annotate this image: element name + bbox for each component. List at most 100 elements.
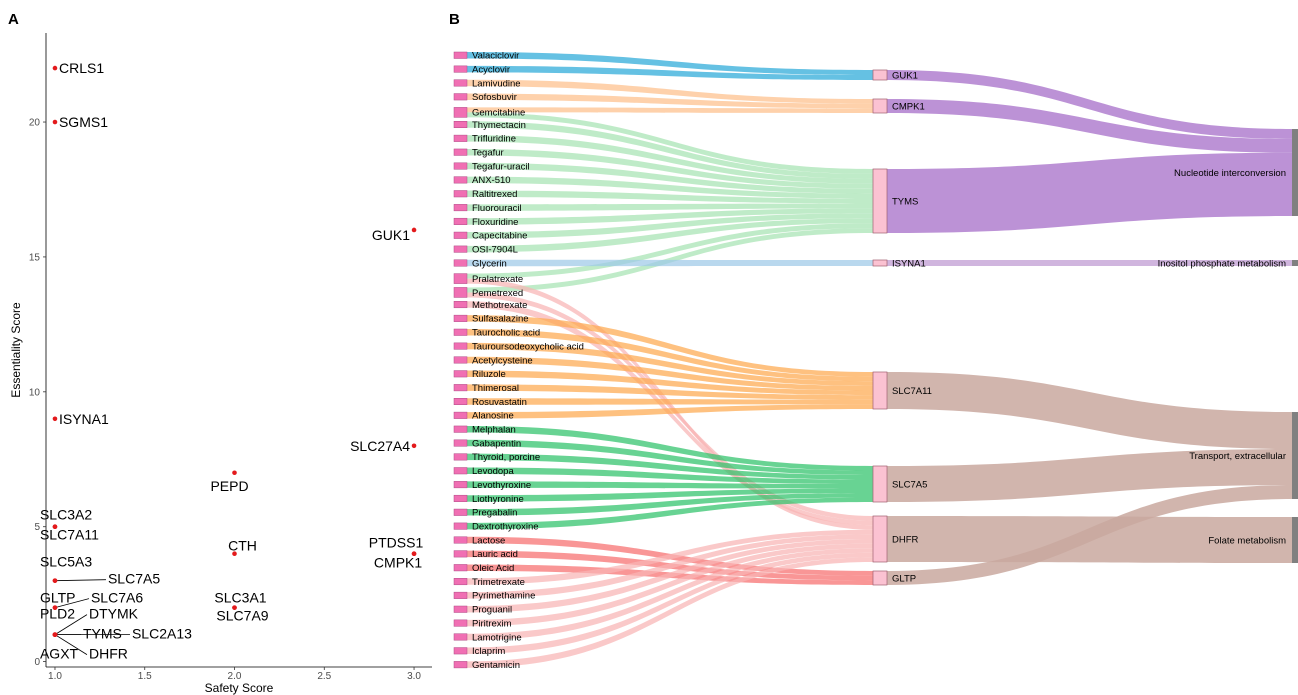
gene-label-tyms: TYMS	[892, 197, 918, 208]
drug-label-gemcitabine: Gemcitabine	[472, 108, 525, 119]
drug-node-melphalan	[453, 425, 468, 433]
point-dhfr	[52, 632, 58, 637]
drug-node-taurocholic-acid	[453, 328, 468, 336]
link-levothyroxine-to-slc7a5	[467, 481, 873, 489]
drug-label-lamotrigine: Lamotrigine	[472, 632, 522, 643]
point-label-slc27a4: SLC27A4	[350, 438, 410, 454]
link-tegafur-to-tyms	[467, 148, 873, 189]
drug-label-fluorouracil: Fluorouracil	[472, 203, 522, 214]
drug-node-pregabalin	[453, 508, 468, 516]
link-iclaprim-to-dhfr	[467, 552, 873, 655]
drug-label-pemetrexed: Pemetrexed	[472, 288, 523, 299]
drug-node-gemcitabine	[453, 107, 468, 118]
drug-node-lamivudine	[453, 79, 468, 87]
drug-node-thimerosal	[453, 384, 468, 392]
gene-label-slc7a5: SLC7A5	[892, 480, 927, 491]
y-tick-label: 15	[29, 252, 41, 263]
drug-label-rosuvastatin: Rosuvastatin	[472, 397, 527, 408]
link-thymectacin-to-tyms	[467, 121, 873, 179]
drug-label-acetylcysteine: Acetylcysteine	[472, 355, 533, 366]
y-axis-title: Essentiality Score	[9, 302, 23, 398]
drug-node-trimetrexate	[453, 578, 468, 586]
gene-node-cmpk1	[872, 98, 888, 114]
link-dextrothyroxine-to-slc7a5	[467, 497, 873, 530]
pathway-label-folate-metabolism: Folate metabolism	[1208, 536, 1286, 547]
point-slc7a5	[52, 578, 58, 583]
x-tick-label: 1.5	[138, 671, 152, 682]
link-cmpk1-to-nucleotide-interconversion	[887, 99, 1292, 153]
drug-label-riluzole: Riluzole	[472, 369, 506, 380]
link-proguanil-to-dhfr	[467, 539, 873, 613]
drug-node-rosuvastatin	[453, 398, 468, 405]
drug-label-levodopa: Levodopa	[472, 466, 514, 477]
drug-label-tegafur: Tegafur	[472, 148, 504, 159]
drug-node-fluorouracil	[453, 204, 468, 212]
link-gentamicin-to-dhfr	[467, 557, 873, 668]
x-tick-label: 2.5	[317, 671, 331, 682]
point-label-slc7a9: SLC7A9	[216, 608, 268, 624]
drug-node-oleic-acid	[453, 564, 468, 572]
point-crls1	[52, 65, 58, 71]
point-label-slc7a11: SLC7A11	[40, 527, 99, 543]
point-label-pld2: PLD2	[40, 606, 75, 622]
pathway-node-inositol-phosphate-metabolism	[1292, 260, 1298, 266]
link-acetylcysteine-to-slc7a11	[467, 356, 873, 391]
gene-node-isyna1	[872, 259, 888, 267]
point-cmpk1	[411, 551, 417, 556]
drug-node-gabapentin	[453, 439, 468, 447]
drug-label-glycerin: Glycerin	[472, 258, 507, 269]
link-tyms-to-nucleotide-interconversion	[887, 152, 1292, 233]
point-label-sgms1: SGMS1	[59, 114, 108, 130]
drug-label-methotrexate: Methotrexate	[472, 300, 527, 311]
gene-node-tyms	[872, 168, 888, 234]
drug-node-osi-7904l	[453, 245, 468, 253]
drug-label-liothyronine: Liothyronine	[472, 494, 524, 505]
label-connector-dtymk	[54, 614, 88, 635]
link-levodopa-to-slc7a5	[467, 467, 873, 484]
gene-label-gltp: GLTP	[892, 574, 916, 585]
drug-node-lactose	[453, 536, 468, 544]
link-acyclovir-to-guk1	[467, 65, 873, 80]
drug-node-anx-510	[453, 176, 468, 184]
drug-node-pyrimethamine	[453, 591, 468, 599]
pathway-node-folate-metabolism	[1292, 517, 1298, 563]
drug-label-lauric-acid: Lauric acid	[472, 549, 518, 560]
drug-node-liothyronine	[453, 494, 468, 502]
drug-label-sulfasalazine: Sulfasalazine	[472, 314, 529, 325]
link-pyrimethamine-to-dhfr	[467, 534, 873, 599]
link-gemcitabine-to-tyms	[467, 112, 873, 174]
gene-node-slc7a11	[872, 371, 888, 410]
point-label-isyna1: ISYNA1	[59, 411, 109, 427]
drug-label-thimerosal: Thimerosal	[472, 383, 519, 394]
point-label-guk1: GUK1	[372, 227, 410, 243]
x-axis-title: Safety Score	[205, 681, 274, 695]
point-pepd	[232, 470, 237, 476]
link-thyroid-porcine-to-slc7a5	[467, 453, 873, 480]
drug-node-lauric-acid	[453, 550, 468, 558]
gene-label-isyna1: ISYNA1	[892, 259, 926, 270]
drug-label-lamivudine: Lamivudine	[472, 78, 521, 89]
y-tick-label: 20	[29, 118, 41, 129]
link-rosuvastatin-to-slc7a11	[467, 398, 873, 405]
drug-label-gentamicin: Gentamicin	[472, 660, 520, 671]
panel-label-b: B	[449, 11, 460, 28]
point-cth	[232, 551, 237, 556]
drug-label-tegafur-uracil: Tegafur-uracil	[472, 161, 530, 172]
link-sofosbuvir-to-cmpk1	[467, 93, 873, 109]
x-tick-label: 2.0	[228, 671, 242, 682]
point-isyna1	[52, 416, 58, 422]
drug-label-thymectacin: Thymectacin	[472, 120, 526, 131]
y-tick-label: 5	[34, 522, 40, 533]
drug-label-trimetrexate: Trimetrexate	[472, 577, 525, 588]
drug-label-sofosbuvir: Sofosbuvir	[472, 92, 517, 103]
link-glycerin-to-isyna1	[467, 259, 873, 267]
drug-label-floxuridine: Floxuridine	[472, 217, 518, 228]
gene-label-guk1: GUK1	[892, 71, 918, 82]
point-label-ptdss1: PTDSS1	[369, 535, 424, 551]
link-sulfasalazine-to-slc7a11	[467, 315, 873, 377]
drug-node-gentamicin	[453, 661, 468, 669]
drug-node-riluzole	[453, 370, 468, 378]
sankey-diagram: Valaciclovir Acyclovir Lamivudine Sofosbuvi…	[453, 51, 1298, 671]
drug-label-alanosine: Alanosine	[472, 411, 514, 422]
x-tick-label: 3.0	[407, 671, 421, 682]
